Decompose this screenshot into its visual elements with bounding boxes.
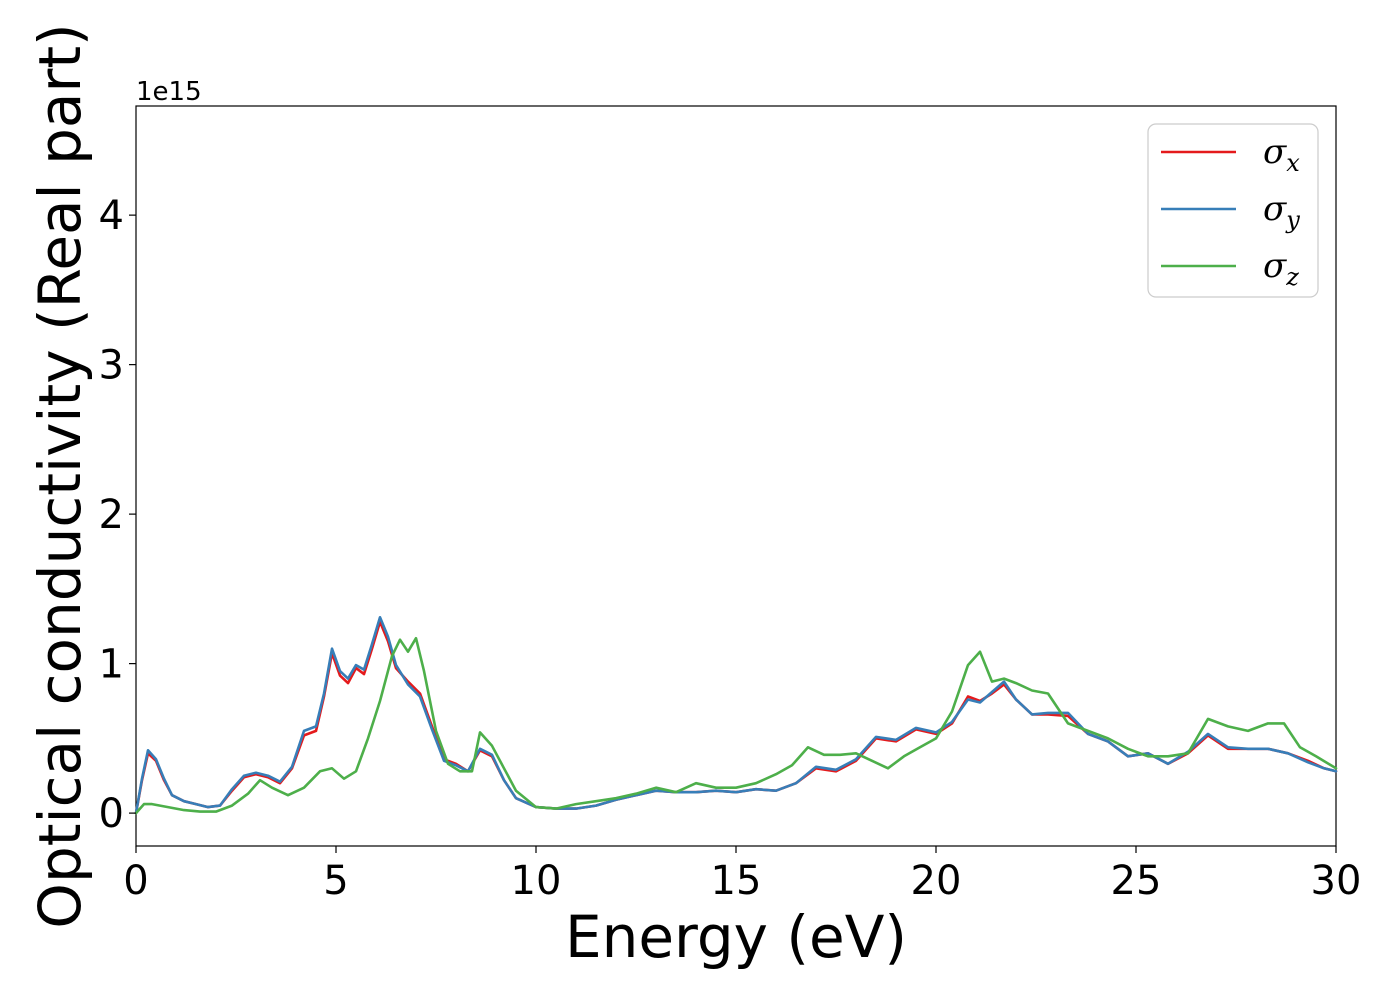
- x-axis-ticks: 0 5 10 15 20 25 30: [123, 846, 1361, 904]
- x-tick-label: 10: [511, 858, 562, 904]
- series-line-y: [134, 615, 1338, 815]
- series-line-z: [134, 636, 1338, 815]
- legend-item-z: σz: [1161, 246, 1299, 291]
- legend-label: σx: [1263, 132, 1300, 177]
- x-tick-label: 25: [1111, 858, 1162, 904]
- series-lines: [134, 615, 1338, 815]
- x-tick-label: 20: [911, 858, 962, 904]
- legend-label: σy: [1263, 189, 1300, 234]
- x-tick-label: 15: [711, 858, 762, 904]
- y-tick-label: 4: [99, 193, 124, 239]
- legend-item-y: σy: [1161, 189, 1300, 234]
- y-axis-ticks: 0 1 2 3 4: [99, 193, 136, 837]
- y-tick-label: 2: [99, 492, 124, 538]
- plot-area: 0 5 10 15 20 25 30 0 1 2 3 4: [99, 105, 1361, 904]
- y-axis-title: Optical conductivity (Real part): [26, 23, 94, 928]
- y-tick-label: 0: [99, 791, 124, 837]
- legend-item-x: σx: [1161, 132, 1300, 177]
- x-tick-label: 30: [1311, 858, 1362, 904]
- legend: σx σy σz: [1147, 123, 1319, 298]
- y-axis-offset-label: 1e15: [136, 77, 202, 107]
- x-tick-label: 0: [123, 858, 148, 904]
- legend-label: σz: [1263, 246, 1299, 291]
- legend-box: [1147, 123, 1319, 298]
- x-tick-label: 5: [323, 858, 348, 904]
- x-axis-title: Energy (eV): [565, 903, 907, 971]
- y-tick-label: 1: [99, 642, 124, 688]
- y-tick-label: 3: [99, 343, 124, 389]
